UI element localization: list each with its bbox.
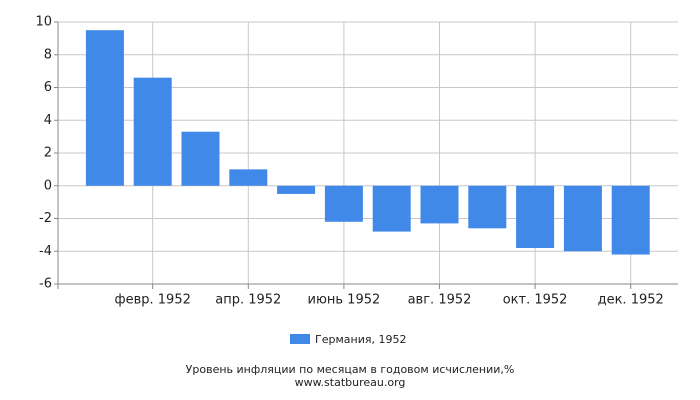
y-tick-label: -4	[39, 244, 52, 259]
bar	[468, 185, 507, 229]
bar	[277, 185, 316, 194]
x-tick-label: дек. 1952	[598, 293, 664, 308]
bar	[85, 30, 124, 186]
y-tick-label: 8	[44, 47, 52, 62]
y-tick-label: 6	[44, 80, 52, 95]
y-tick-label: -6	[39, 277, 52, 292]
y-tick-label: 2	[44, 146, 52, 161]
x-tick-label: окт. 1952	[503, 293, 568, 308]
bar	[133, 77, 172, 186]
bar	[229, 169, 268, 186]
x-tick-label: июнь 1952	[308, 293, 381, 308]
legend-label: Германия, 1952	[315, 333, 406, 346]
bar	[563, 185, 602, 252]
bar	[611, 185, 650, 255]
bar	[372, 185, 411, 232]
x-tick-label: авг. 1952	[408, 293, 472, 308]
source: www.statbureau.org	[295, 376, 406, 389]
y-tick-label: 4	[44, 113, 52, 128]
chart-title: Уровень инфляции по месяцам в годовом ис…	[186, 363, 515, 376]
bar	[181, 131, 220, 186]
bar	[324, 185, 363, 222]
y-tick-label: 0	[44, 178, 52, 193]
x-tick-label: апр. 1952	[215, 293, 281, 308]
y-tick-label: 10	[35, 15, 52, 30]
bar	[420, 185, 459, 224]
bar	[516, 185, 555, 248]
legend-swatch	[290, 334, 310, 344]
x-tick-label: февр. 1952	[115, 293, 191, 308]
y-tick-label: -2	[39, 211, 52, 226]
